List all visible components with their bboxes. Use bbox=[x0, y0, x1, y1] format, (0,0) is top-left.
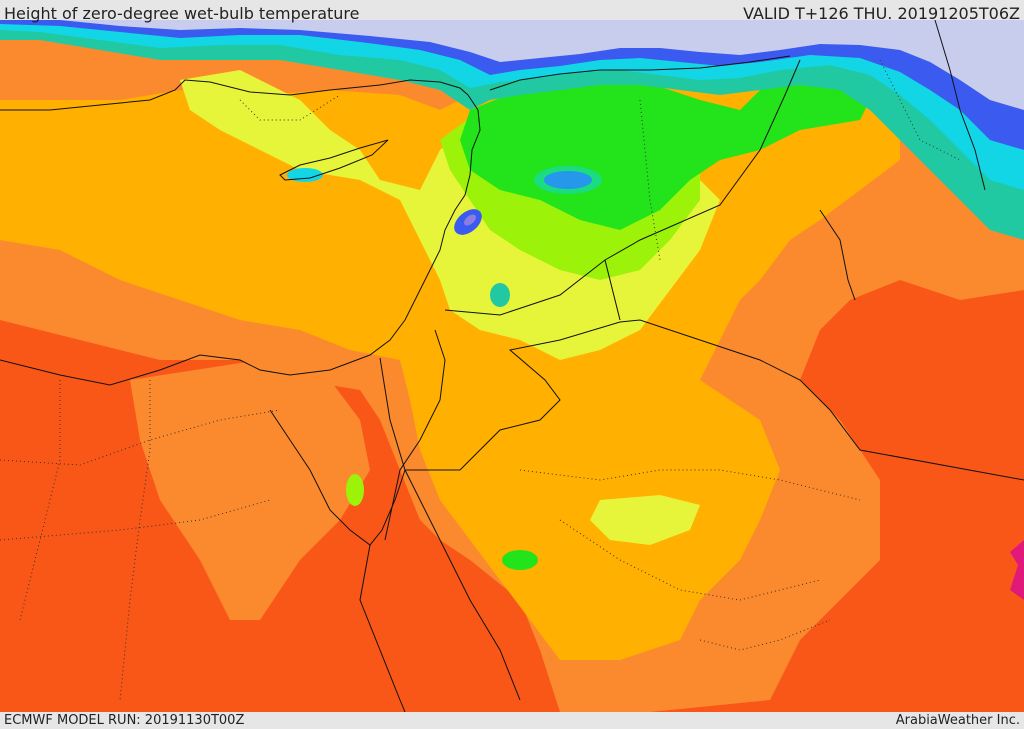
map-canvas bbox=[0, 20, 1024, 712]
field-cyan bbox=[0, 20, 1024, 190]
blob-purple-levant bbox=[464, 214, 476, 226]
field-blue bbox=[0, 20, 1024, 150]
weather-map bbox=[0, 20, 1024, 712]
field-orange-west bbox=[130, 360, 370, 620]
credit-label: ArabiaWeather Inc. bbox=[895, 713, 1020, 728]
field-yellowgreen-south bbox=[590, 495, 700, 545]
country-borders bbox=[379, 59, 1024, 481]
field-teal bbox=[0, 20, 1024, 240]
field-sea-light bbox=[60, 20, 1024, 110]
blob-green-cyprus bbox=[287, 168, 323, 182]
map-title: Height of zero-degree wet-bulb temperatu… bbox=[4, 4, 360, 23]
blob-green-sinai bbox=[346, 474, 364, 506]
model-run-label: ECMWF MODEL RUN: 20191130T00Z bbox=[4, 713, 245, 728]
blob-green-hejaz bbox=[502, 550, 538, 570]
blob-magenta bbox=[1010, 540, 1024, 600]
valid-time: VALID T+126 THU. 20191205T06Z bbox=[743, 4, 1020, 23]
map-header: Height of zero-degree wet-bulb temperatu… bbox=[0, 0, 1024, 23]
map-footer: ECMWF MODEL RUN: 20191130T00Z ArabiaWeat… bbox=[0, 712, 1024, 729]
blob-teal-jordan bbox=[490, 283, 510, 307]
admin-boundaries bbox=[0, 59, 961, 701]
coastlines bbox=[0, 20, 986, 712]
blob-cyan-syria bbox=[534, 166, 602, 194]
